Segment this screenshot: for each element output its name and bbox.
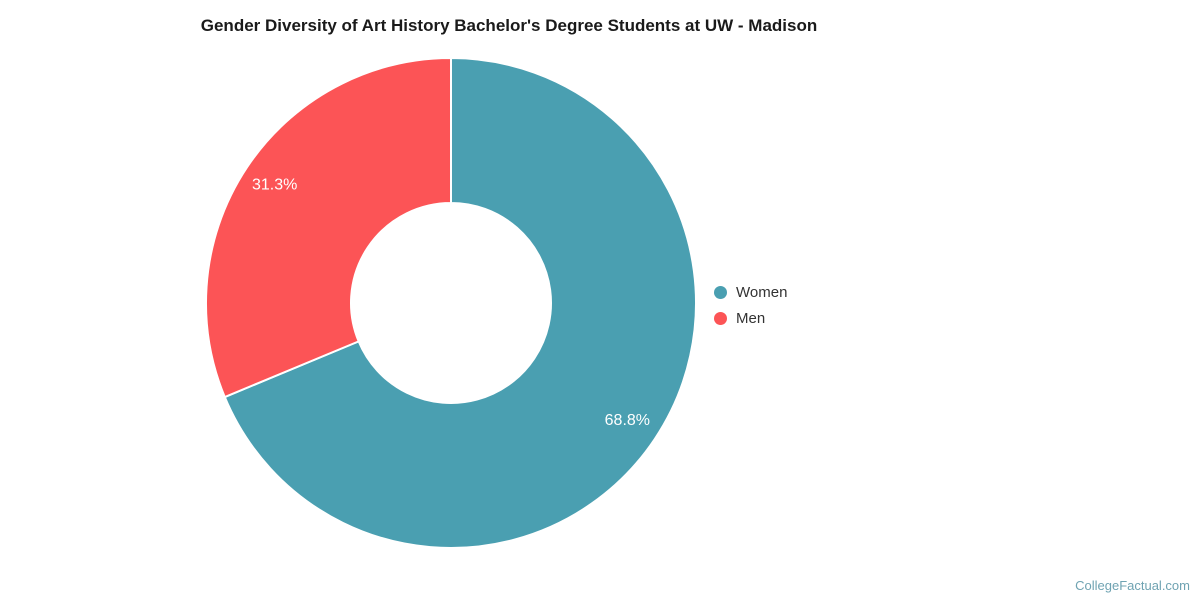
pie-slice-women[interactable] (223, 57, 697, 549)
legend-label-women: Women (736, 283, 788, 301)
collegefactual-watermark-link[interactable]: CollegeFactual.com (1075, 578, 1190, 593)
legend-item-women[interactable]: Women (714, 279, 787, 305)
chart-title: Gender Diversity of Art History Bachelor… (200, 16, 818, 35)
legend: Women Men (714, 279, 787, 331)
legend-marker-women-icon (714, 285, 727, 299)
slice-label-men: 31.3% (252, 177, 297, 194)
slice-label-women: 68.8% (605, 412, 650, 429)
pie-slice-men[interactable] (205, 57, 452, 399)
legend-marker-men-icon (714, 311, 727, 325)
legend-item-men[interactable]: Men (714, 305, 787, 331)
legend-label-men: Men (736, 309, 766, 327)
